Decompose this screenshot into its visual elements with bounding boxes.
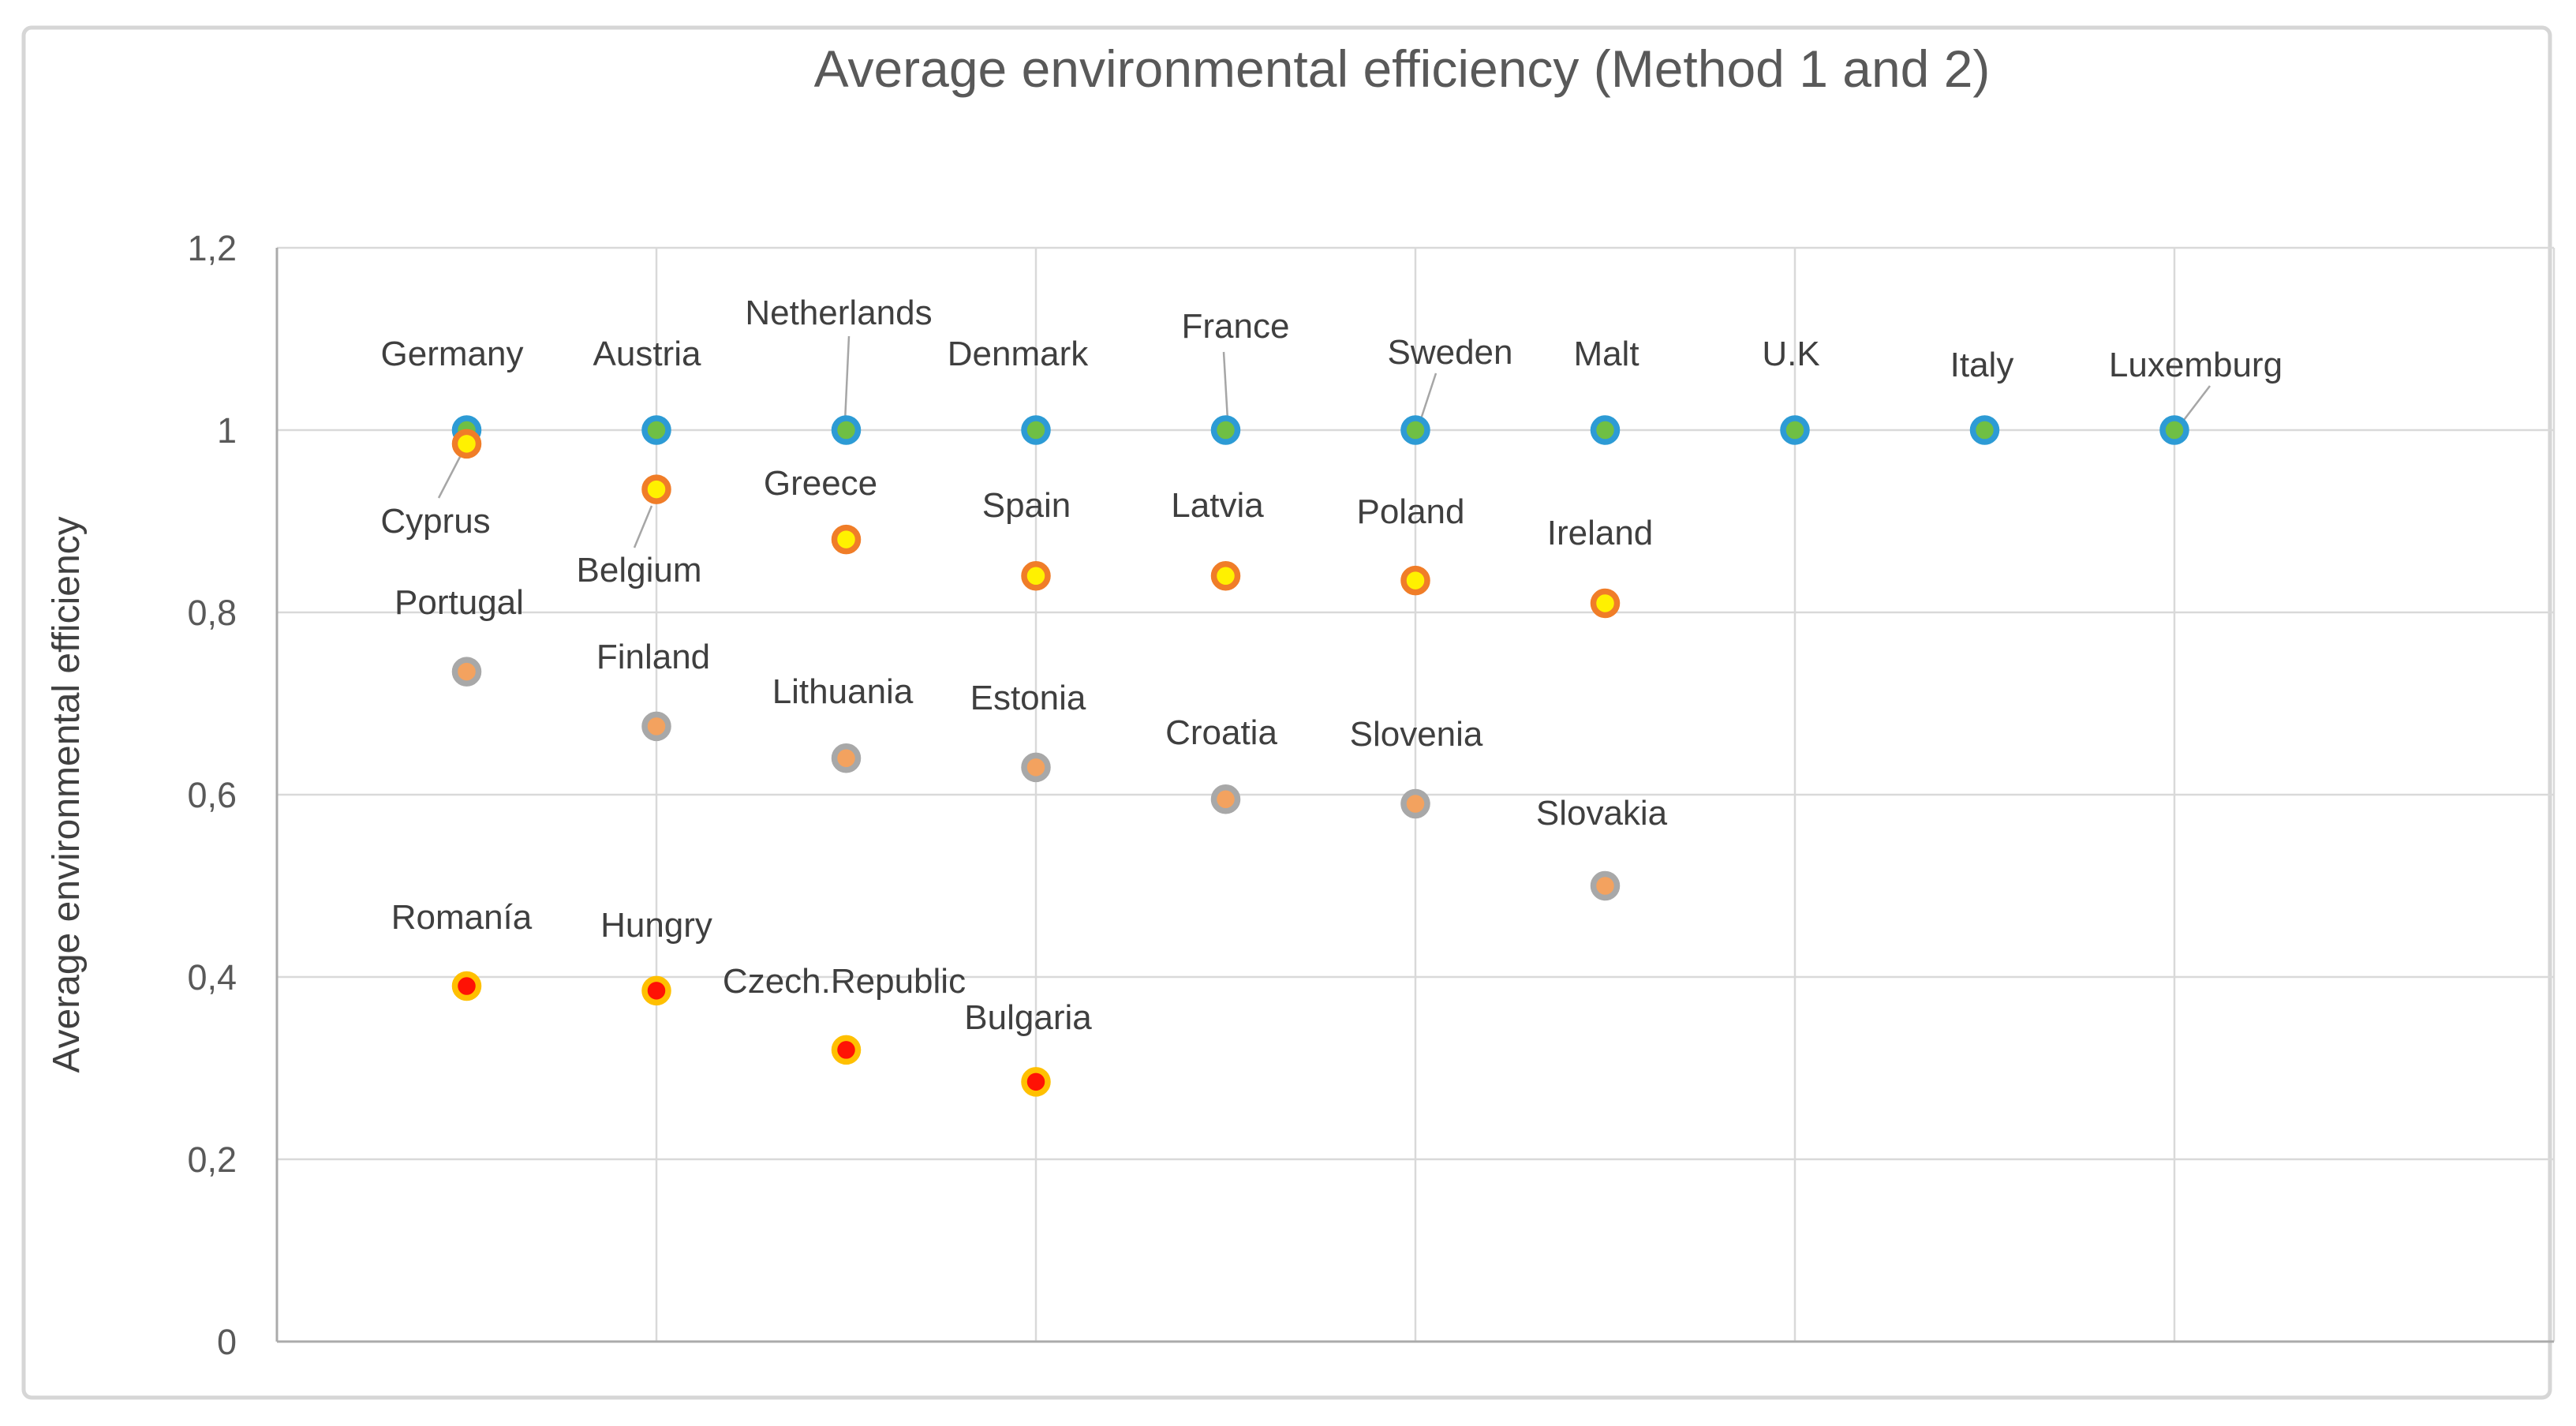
data-point-greece[interactable] [831, 524, 862, 555]
y-tick-label: 0,2 [187, 1140, 237, 1180]
data-point-lithuania[interactable] [831, 743, 862, 773]
y-tick-label: 0,4 [187, 957, 237, 997]
data-point-finland[interactable] [641, 711, 671, 742]
data-point-luxemburg[interactable] [2159, 415, 2189, 445]
series-3-points [451, 657, 1621, 901]
data-point-cyprus[interactable] [451, 429, 482, 459]
point-label-germany: Germany [381, 335, 524, 373]
point-label-hungry: Hungry [600, 906, 712, 945]
point-label-portugal: Portugal [394, 583, 524, 622]
chart-frame [21, 25, 2552, 1400]
point-label-u.k: U.K [1762, 335, 1819, 373]
y-tick-label: 0,8 [187, 593, 237, 633]
y-tick-label: 0 [217, 1322, 237, 1362]
point-label-luxemburg: Luxemburg [2109, 346, 2283, 384]
point-label-denmark: Denmark [948, 335, 1089, 373]
data-point-portugal[interactable] [451, 657, 482, 687]
data-point-poland[interactable] [1400, 565, 1430, 596]
series-2-points [451, 429, 1621, 619]
point-label-austria: Austria [593, 335, 701, 373]
point-label-romanía: Romanía [391, 898, 533, 937]
series-1-labels: Germany Austria Netherlands Denmark France Sw… [381, 294, 2283, 384]
point-label-sweden: Sweden [1387, 333, 1512, 372]
leader-line-cyprus [437, 455, 462, 499]
point-label-estonia: Estonia [970, 679, 1086, 717]
data-point-belgium[interactable] [641, 474, 671, 504]
point-label-france: France [1182, 307, 1290, 346]
point-label-cyprus: Cyprus [380, 502, 490, 541]
data-point-u.k[interactable] [1780, 415, 1810, 445]
point-label-belgium: Belgium [577, 551, 702, 589]
data-point-croatia[interactable] [1210, 784, 1241, 814]
y-tick-labels: 0 0,2 0,4 0,6 0,8 1 1,2 [187, 228, 237, 1362]
data-point-slovenia[interactable] [1400, 788, 1430, 819]
y-tick-label: 1 [217, 410, 237, 451]
leader-line-netherlands [843, 335, 851, 422]
point-label-netherlands: Netherlands [745, 294, 932, 332]
data-point-hungry[interactable] [641, 975, 671, 1006]
data-point-bulgaria[interactable] [1021, 1067, 1051, 1097]
point-label-bulgaria: Bulgaria [964, 998, 1092, 1037]
data-point-estonia[interactable] [1021, 752, 1051, 783]
data-point-latvia[interactable] [1210, 561, 1241, 591]
data-point-spain[interactable] [1021, 561, 1051, 591]
series-3-labels: Portugal Finland Lithuania Estonia Croatia Sl… [394, 583, 1668, 833]
series-2-labels: Cyprus Belgium Greece Spain Latvia Poland Irel… [380, 464, 1653, 589]
point-label-latvia: Latvia [1171, 486, 1264, 525]
data-point-malt[interactable] [1590, 415, 1621, 445]
data-point-netherlands[interactable] [831, 415, 862, 445]
point-label-italy: Italy [1950, 346, 2014, 384]
data-point-romanía[interactable] [451, 971, 482, 1001]
data-point-austria[interactable] [641, 415, 671, 445]
leader-line-france [1222, 351, 1229, 421]
data-point-denmark[interactable] [1021, 415, 1051, 445]
point-label-czech.republic: Czech.Republic [723, 962, 966, 1001]
chart-title: Average environmental efficiency (Method… [814, 39, 1991, 98]
data-point-sweden[interactable] [1400, 415, 1430, 445]
point-label-spain: Spain [982, 486, 1071, 525]
point-label-poland: Poland [1356, 492, 1464, 531]
data-point-slovakia[interactable] [1590, 870, 1621, 901]
y-axis-title: Average environmental efficiency [46, 516, 88, 1072]
data-point-france[interactable] [1210, 415, 1241, 445]
point-label-slovakia: Slovakia [1536, 794, 1668, 833]
point-label-croatia: Croatia [1165, 713, 1277, 752]
point-label-ireland: Ireland [1547, 514, 1654, 552]
point-label-finland: Finland [596, 638, 710, 676]
point-label-slovenia: Slovenia [1350, 715, 1483, 754]
point-label-greece: Greece [764, 464, 877, 503]
leader-line-sweden [1418, 372, 1438, 425]
data-point-ireland[interactable] [1590, 588, 1621, 619]
point-label-malt: Malt [1573, 335, 1639, 373]
point-label-lithuania: Lithuania [772, 672, 914, 711]
series-4-points [451, 971, 1051, 1097]
y-tick-label: 1,2 [187, 228, 237, 268]
data-point-italy[interactable] [1969, 415, 2000, 445]
data-point-czech.republic[interactable] [831, 1035, 862, 1065]
y-tick-label: 0,6 [187, 775, 237, 815]
leader-line-belgium [633, 505, 653, 548]
